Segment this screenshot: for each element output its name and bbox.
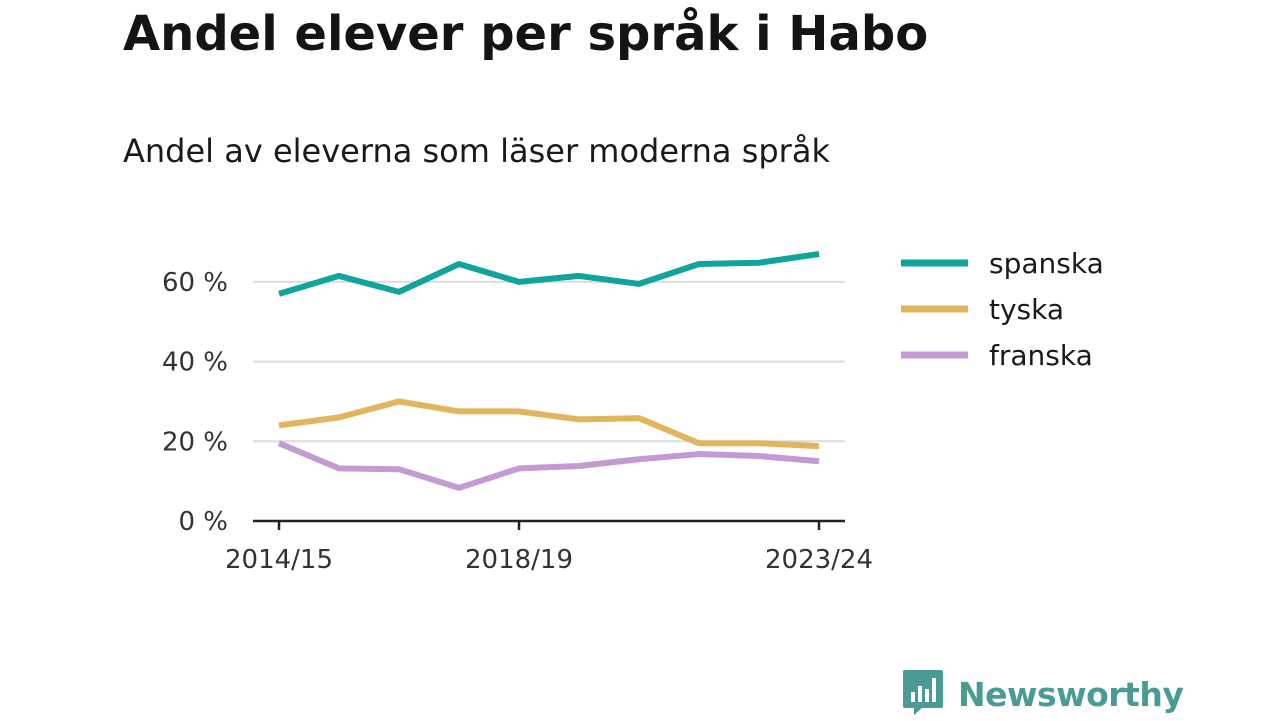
y-tick-label: 40 % bbox=[162, 348, 228, 378]
legend-label-spanska: spanska bbox=[989, 247, 1104, 280]
axes: 0 % 20 % 40 % 60 % 2014/15 2018/19 2023/24 bbox=[162, 268, 873, 575]
series-line-spanska bbox=[278, 251, 820, 297]
x-tick-label: 2014/15 bbox=[225, 545, 333, 575]
newsworthy-logo: Newsworthy bbox=[902, 668, 1184, 721]
chart-subtitle: Andel av eleverna som läser moderna språ… bbox=[123, 132, 830, 170]
series-line-franska bbox=[277, 440, 820, 491]
x-tick-label: 2023/24 bbox=[765, 545, 873, 575]
legend: spanska tyska franska bbox=[901, 247, 1104, 372]
y-tick-label: 0 % bbox=[178, 507, 228, 537]
y-tick-label: 20 % bbox=[162, 427, 228, 457]
y-tick-label: 60 % bbox=[162, 268, 228, 298]
legend-label-tyska: tyska bbox=[989, 293, 1064, 326]
x-tick-label: 2018/19 bbox=[465, 545, 573, 575]
brand-name: Newsworthy bbox=[958, 675, 1184, 714]
series-lines bbox=[277, 251, 820, 491]
bar-chart-speech-bubble-icon bbox=[902, 668, 944, 721]
series-line-tyska bbox=[278, 398, 820, 450]
legend-label-franska: franska bbox=[989, 339, 1093, 372]
chart-title: Andel elever per språk i Habo bbox=[123, 6, 929, 62]
